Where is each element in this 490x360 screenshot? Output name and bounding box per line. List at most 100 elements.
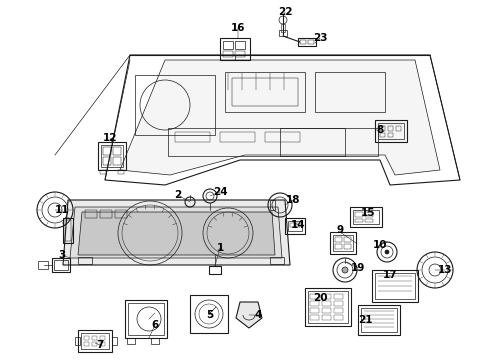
Text: 2: 2 — [174, 190, 182, 200]
Bar — [298, 38, 316, 46]
Bar — [388, 126, 393, 131]
Circle shape — [342, 267, 348, 273]
Bar — [308, 291, 348, 323]
Bar — [223, 51, 233, 57]
Bar — [358, 305, 400, 335]
Polygon shape — [70, 207, 282, 258]
Bar — [92, 342, 97, 346]
Text: 23: 23 — [313, 33, 327, 43]
Bar — [220, 132, 255, 142]
Text: 21: 21 — [358, 315, 372, 325]
Bar — [113, 147, 121, 155]
Bar — [375, 120, 407, 142]
Bar — [296, 223, 300, 227]
Bar — [310, 301, 319, 306]
Bar — [365, 212, 373, 217]
Text: 9: 9 — [337, 225, 343, 235]
Bar — [65, 220, 71, 241]
Bar — [235, 41, 245, 49]
Text: 24: 24 — [213, 187, 227, 197]
Polygon shape — [236, 302, 262, 328]
Text: 18: 18 — [286, 195, 300, 205]
Text: 19: 19 — [351, 263, 365, 273]
Bar — [265, 132, 300, 142]
Bar — [322, 308, 331, 313]
Bar — [75, 337, 80, 345]
Bar — [270, 257, 284, 264]
Bar — [334, 301, 343, 306]
Bar — [168, 128, 378, 156]
Bar — [270, 200, 275, 210]
Bar — [310, 315, 319, 320]
Bar — [378, 123, 404, 139]
Bar — [190, 295, 228, 333]
Bar — [334, 315, 343, 320]
Bar — [365, 219, 373, 222]
Bar — [355, 212, 363, 217]
Bar — [322, 301, 331, 306]
Bar — [52, 258, 70, 272]
Bar — [235, 51, 245, 57]
Bar — [85, 210, 97, 218]
Bar — [128, 303, 164, 335]
Bar — [353, 210, 379, 224]
Text: 8: 8 — [376, 125, 384, 135]
Bar — [388, 133, 393, 137]
Polygon shape — [63, 200, 290, 265]
Bar — [223, 41, 233, 49]
Bar — [279, 30, 287, 36]
Text: 14: 14 — [291, 220, 305, 230]
Bar — [333, 235, 353, 251]
Bar — [115, 210, 127, 218]
Bar — [81, 333, 109, 349]
Bar — [118, 170, 124, 174]
Bar — [113, 157, 121, 165]
Text: 16: 16 — [231, 23, 245, 33]
Bar — [322, 294, 331, 299]
Bar — [334, 294, 343, 299]
Bar — [54, 260, 68, 270]
Bar — [78, 257, 92, 264]
Bar — [151, 338, 159, 344]
Bar — [232, 78, 298, 106]
Polygon shape — [120, 60, 440, 175]
Bar — [350, 207, 382, 227]
Text: 7: 7 — [97, 340, 104, 350]
Bar — [396, 126, 401, 131]
Polygon shape — [78, 212, 275, 255]
Bar — [92, 336, 97, 340]
Bar — [308, 40, 314, 44]
Text: 15: 15 — [361, 208, 375, 218]
Bar — [288, 221, 302, 231]
Bar — [135, 75, 215, 135]
Text: 6: 6 — [151, 320, 159, 330]
Text: 11: 11 — [55, 205, 69, 215]
Bar — [84, 342, 89, 346]
Bar — [63, 218, 73, 243]
Bar — [344, 237, 351, 242]
Bar — [100, 210, 112, 218]
Text: 10: 10 — [373, 240, 387, 250]
Text: 3: 3 — [58, 250, 66, 260]
Bar — [38, 261, 48, 269]
Bar — [98, 142, 126, 170]
Bar — [322, 315, 331, 320]
Bar — [225, 72, 305, 112]
Bar — [315, 72, 385, 112]
Bar — [103, 147, 111, 155]
Text: 5: 5 — [206, 310, 214, 320]
Bar — [300, 40, 306, 44]
Bar — [355, 219, 363, 222]
Bar — [305, 288, 351, 326]
Bar — [100, 336, 105, 340]
Text: 22: 22 — [278, 7, 292, 17]
Circle shape — [385, 250, 389, 254]
Bar — [220, 38, 250, 60]
Bar — [344, 244, 351, 249]
Bar — [125, 300, 167, 338]
Bar — [372, 270, 418, 302]
Bar — [175, 132, 210, 142]
Text: 1: 1 — [217, 243, 223, 253]
Bar — [310, 294, 319, 299]
Bar — [380, 133, 385, 137]
